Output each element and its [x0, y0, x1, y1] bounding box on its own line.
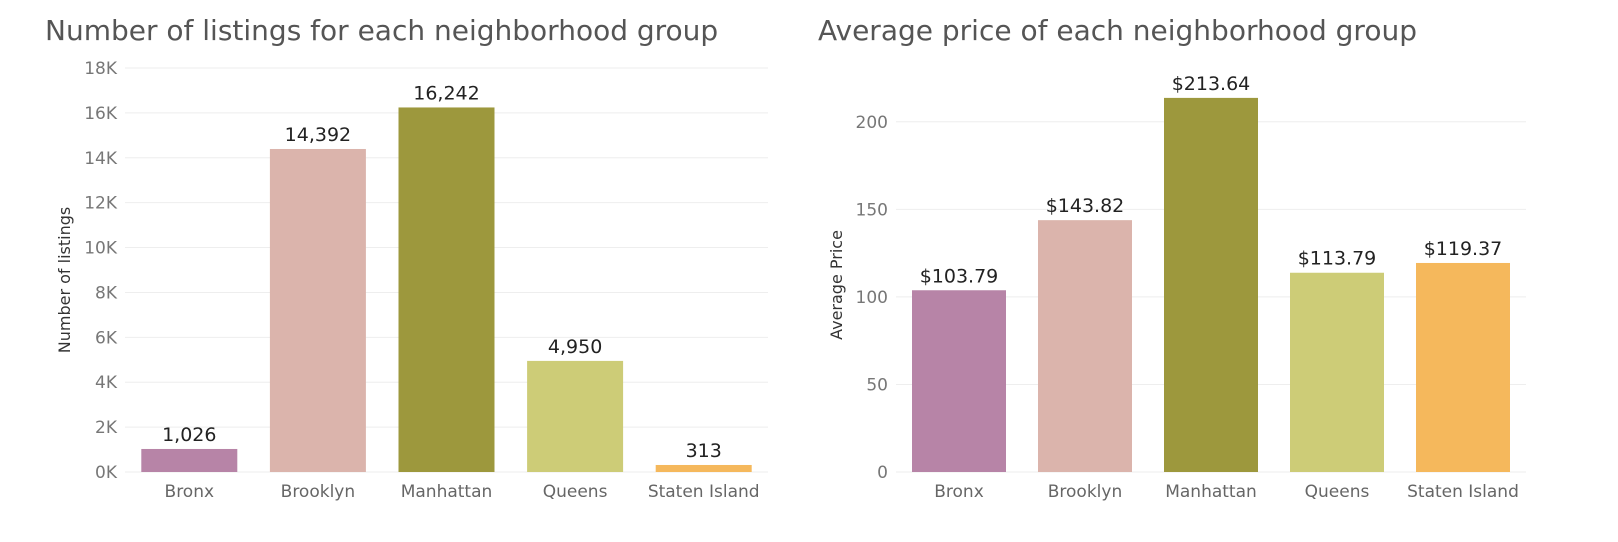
bar-brooklyn	[269, 148, 366, 472]
price-chart-svg: 0 50 100 150 200 Average Price $103.79 Bronx $14…	[827, 73, 1526, 502]
data-label: 14,392	[285, 124, 351, 146]
y-tick-label: 0	[877, 463, 888, 483]
y-tick-label: 4K	[95, 373, 118, 393]
bar-staten-island	[655, 464, 752, 472]
category-label: Staten Island	[648, 482, 760, 502]
category-label: Manhattan	[1165, 482, 1257, 502]
listings-chart-panel: Number of listings for each neighborhood…	[0, 0, 800, 542]
price-chart-title: Average price of each neighborhood group	[818, 14, 1417, 47]
y-tick-label: 8K	[95, 283, 118, 303]
y-axis-title: Number of listings	[55, 207, 74, 353]
bar-manhattan	[1164, 97, 1258, 472]
y-tick-label: 150	[856, 200, 888, 220]
data-label: 4,950	[548, 336, 602, 358]
y-tick-label: 14K	[84, 149, 118, 169]
category-label: Queens	[1305, 482, 1370, 502]
bar-bronx	[912, 290, 1006, 472]
y-tick-label: 100	[856, 288, 888, 308]
y-tick-label: 0K	[95, 463, 118, 483]
data-label: 1,026	[162, 424, 216, 446]
y-tick-label: 10K	[84, 239, 118, 259]
category-label: Bronx	[934, 482, 984, 502]
y-tick-label: 16K	[84, 104, 118, 124]
listings-chart-title: Number of listings for each neighborhood…	[45, 14, 719, 47]
data-label: $143.82	[1046, 195, 1125, 217]
y-tick-label: 18K	[84, 59, 118, 79]
bar-manhattan	[398, 107, 495, 472]
bar-brooklyn	[1038, 220, 1132, 472]
y-tick-label: 50	[866, 375, 888, 395]
bar-staten-island	[1416, 262, 1510, 472]
y-tick-label: 6K	[95, 328, 118, 348]
data-label: $213.64	[1172, 73, 1251, 95]
category-label: Staten Island	[1407, 482, 1519, 502]
bar-queens	[1290, 272, 1384, 472]
data-label: $119.37	[1424, 238, 1503, 260]
data-label: 313	[686, 440, 722, 462]
listings-chart-svg: 0K 2K 4K 6K 8K 10K 12K 14K 16K 18K Number of listi…	[55, 59, 768, 502]
price-chart-panel: Average price of each neighborhood group…	[800, 0, 1618, 542]
category-label: Bronx	[165, 482, 215, 502]
category-label: Brooklyn	[281, 482, 355, 502]
category-label: Queens	[543, 482, 608, 502]
y-tick-label: 2K	[95, 418, 118, 438]
bar-bronx	[141, 448, 238, 472]
category-label: Manhattan	[401, 482, 493, 502]
data-label: $103.79	[920, 265, 999, 287]
data-label: $113.79	[1298, 248, 1377, 270]
bar-queens	[527, 360, 624, 472]
data-label: 16,242	[413, 82, 479, 104]
y-tick-label: 12K	[84, 194, 118, 214]
y-tick-label: 200	[856, 113, 888, 133]
y-axis-title: Average Price	[827, 230, 846, 340]
category-label: Brooklyn	[1048, 482, 1122, 502]
